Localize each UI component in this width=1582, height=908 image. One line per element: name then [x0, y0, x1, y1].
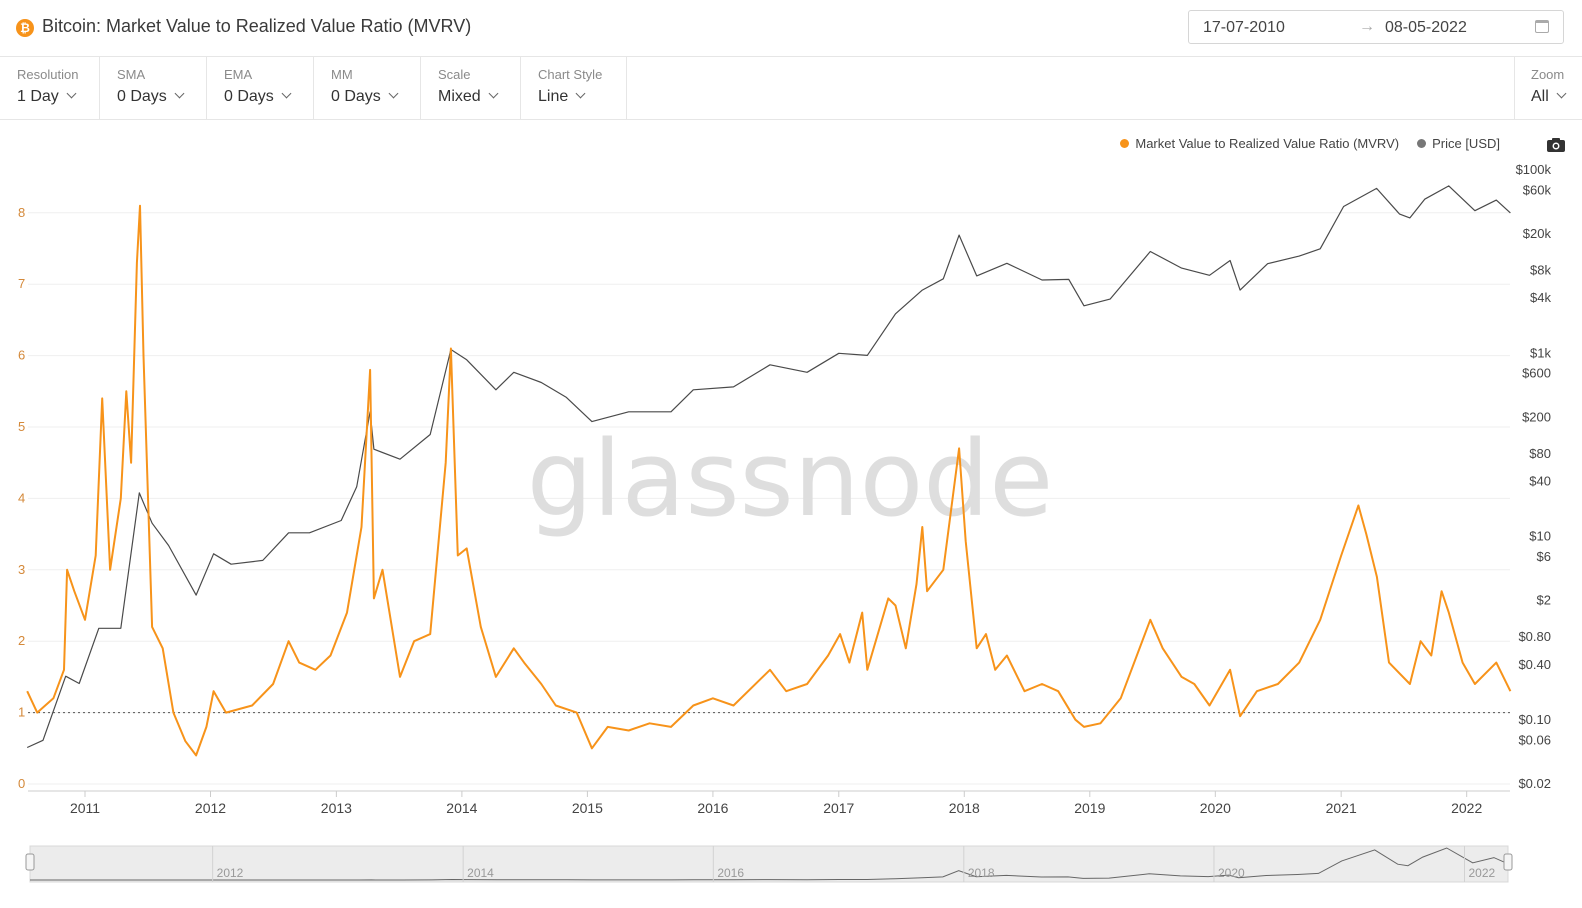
chart-style-value[interactable]: Line — [538, 88, 586, 106]
right-axis-tick-label: $60k — [1523, 182, 1552, 197]
navigator-tick-label: 2012 — [217, 866, 244, 880]
resolution-value[interactable]: 1 Day — [17, 88, 77, 106]
right-axis-tick-label: $6 — [1537, 549, 1551, 564]
right-axis-tick-label: $0.40 — [1518, 657, 1551, 672]
camera-icon[interactable] — [1546, 137, 1566, 153]
x-axis-tick-label: 2015 — [572, 800, 603, 816]
page-title: Bitcoin: Market Value to Realized Value … — [42, 16, 472, 36]
date-end-input[interactable]: 08-05-2022 — [1385, 19, 1467, 36]
date-range-picker[interactable]: 17-07-2010 → 08-05-2022 — [1188, 10, 1564, 44]
date-start-input[interactable]: 17-07-2010 — [1203, 19, 1285, 36]
right-axis-tick-label: $4k — [1530, 290, 1551, 305]
ema-label: EMA — [224, 67, 253, 82]
navigator-tick-label: 2014 — [467, 866, 494, 880]
navigator-price-line — [30, 847, 1509, 881]
x-axis-tick-label: 2014 — [446, 800, 477, 816]
right-axis-tick-label: $0.80 — [1518, 629, 1551, 644]
left-axis-tick-label: 3 — [18, 562, 25, 577]
mvrv-series-line — [26, 204, 1512, 757]
chart-legend: Market Value to Realized Value Ratio (MV… — [1120, 136, 1500, 151]
navigator-background — [29, 845, 1509, 883]
navigator-tick-label: 2020 — [1218, 866, 1245, 880]
navigator-left-handle[interactable] — [25, 853, 35, 871]
right-axis-tick-label: $2 — [1537, 593, 1551, 608]
left-axis-tick-label: 1 — [18, 705, 25, 720]
legend-label-price: Price [USD] — [1432, 136, 1500, 151]
left-axis-tick-label: 0 — [18, 776, 25, 791]
zoom-label: Zoom — [1531, 67, 1565, 82]
legend-dot-price — [1417, 139, 1427, 148]
scale-value[interactable]: Mixed — [438, 88, 499, 106]
x-axis-tick-label: 2021 — [1326, 800, 1357, 816]
scale-select[interactable]: Scale Mixed — [421, 57, 521, 119]
zoom-select[interactable]: Zoom All — [1514, 57, 1582, 119]
scale-label: Scale — [438, 67, 471, 82]
sma-label: SMA — [117, 67, 146, 82]
resolution-label: Resolution — [17, 67, 79, 82]
price-usd-series-line — [26, 185, 1511, 749]
ema-select[interactable]: EMA 0 Days — [207, 57, 314, 119]
chart-style-select[interactable]: Chart Style Line — [521, 57, 627, 119]
ema-value[interactable]: 0 Days — [224, 88, 292, 106]
watermark-text: glassnode — [527, 418, 1054, 540]
navigator-tick-label: 2018 — [968, 866, 995, 880]
right-axis-tick-label: $40 — [1529, 473, 1551, 488]
right-axis-tick-label: $0.02 — [1518, 776, 1551, 791]
chart-toolbar: Resolution 1 Day SMA 0 Days EMA 0 Days M… — [0, 57, 1582, 120]
navigator-right-handle[interactable] — [1503, 853, 1513, 871]
right-axis-tick-label: $600 — [1522, 366, 1551, 381]
x-axis-tick-label: 2020 — [1200, 800, 1231, 816]
left-axis-tick-label: 4 — [18, 490, 25, 505]
x-axis-tick-label: 2022 — [1451, 800, 1482, 816]
right-axis-tick-label: $80 — [1529, 446, 1551, 461]
x-axis-tick-label: 2019 — [1074, 800, 1105, 816]
mm-label: MM — [331, 67, 353, 82]
x-axis-tick-label: 2013 — [321, 800, 352, 816]
chart-style-label: Chart Style — [538, 67, 603, 82]
right-axis-tick-label: $10 — [1529, 529, 1551, 544]
navigator-tick-label: 2016 — [717, 866, 744, 880]
left-axis-tick-label: 5 — [18, 419, 25, 434]
right-axis-tick-label: $200 — [1522, 409, 1551, 424]
x-axis-tick-label: 2018 — [949, 800, 980, 816]
chart-header: ₿ Bitcoin: Market Value to Realized Valu… — [0, 0, 1582, 57]
calendar-icon[interactable] — [1535, 20, 1549, 33]
zoom-value[interactable]: All — [1531, 88, 1567, 106]
legend-item-price[interactable]: Price [USD] — [1417, 136, 1500, 151]
legend-dot-mvrv — [1120, 139, 1130, 148]
x-axis-tick-label: 2017 — [823, 800, 854, 816]
x-axis-tick-label: 2016 — [697, 800, 728, 816]
left-axis-tick-label: 8 — [18, 205, 25, 220]
sma-select[interactable]: SMA 0 Days — [100, 57, 207, 119]
arrow-right-icon: → — [1359, 18, 1375, 35]
legend-label-mvrv: Market Value to Realized Value Ratio (MV… — [1135, 136, 1400, 151]
right-axis-tick-label: $8k — [1530, 263, 1551, 278]
navigator-tick-label: 2022 — [1468, 866, 1495, 880]
sma-value[interactable]: 0 Days — [117, 88, 185, 106]
bitcoin-icon: ₿ — [16, 19, 34, 37]
mm-value[interactable]: 0 Days — [331, 88, 399, 106]
x-axis-tick-label: 2012 — [195, 800, 226, 816]
left-axis-tick-label: 2 — [18, 633, 25, 648]
right-axis-tick-label: $0.10 — [1518, 712, 1551, 727]
left-axis-tick-label: 6 — [18, 348, 25, 363]
resolution-select[interactable]: Resolution 1 Day — [0, 57, 100, 119]
right-axis-tick-label: $1k — [1530, 345, 1551, 360]
right-axis-tick-label: $0.06 — [1518, 732, 1551, 747]
mm-select[interactable]: MM 0 Days — [314, 57, 421, 119]
left-axis-tick-label: 7 — [18, 276, 25, 291]
x-axis-tick-label: 2011 — [70, 800, 100, 816]
right-axis-tick-label: $20k — [1523, 226, 1552, 241]
legend-item-mvrv[interactable]: Market Value to Realized Value Ratio (MV… — [1120, 136, 1399, 151]
right-axis-tick-label: $100k — [1516, 162, 1552, 177]
